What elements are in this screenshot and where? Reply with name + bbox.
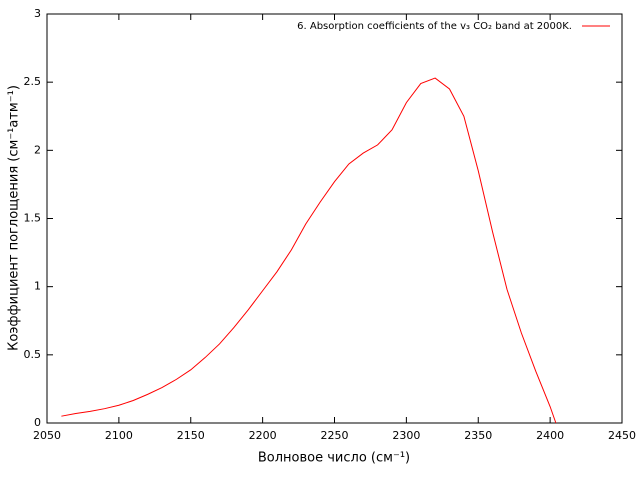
y-tick-label: 0: [34, 416, 41, 429]
x-tick-label: 2300: [392, 429, 420, 442]
x-tick-label: 2200: [249, 429, 277, 442]
x-tick-label: 2400: [536, 429, 564, 442]
x-tick-label: 2100: [105, 429, 133, 442]
y-tick-label: 3: [34, 7, 41, 20]
y-tick-label: 2.5: [24, 75, 42, 88]
y-tick-label: 1.5: [24, 212, 42, 225]
data-line: [61, 77, 557, 424]
legend-label: 6. Absorption coefficients of the v₃ CO₂…: [297, 21, 572, 32]
x-tick-label: 2150: [177, 429, 205, 442]
x-tick-label: 2450: [608, 429, 636, 442]
x-axis-title: Волновое число (см⁻¹): [258, 451, 410, 466]
plot-frame: [46, 13, 623, 424]
y-tick-label: 1: [34, 280, 41, 293]
y-tick-label: 0.5: [24, 348, 42, 361]
x-tick-label: 2350: [464, 429, 492, 442]
x-tick-label: 2250: [321, 429, 349, 442]
y-tick-label: 2: [34, 143, 41, 156]
x-tick-label: 2050: [33, 429, 61, 442]
y-axis-title: Коэффициент поглощения (см⁻¹атм⁻¹): [7, 85, 22, 351]
